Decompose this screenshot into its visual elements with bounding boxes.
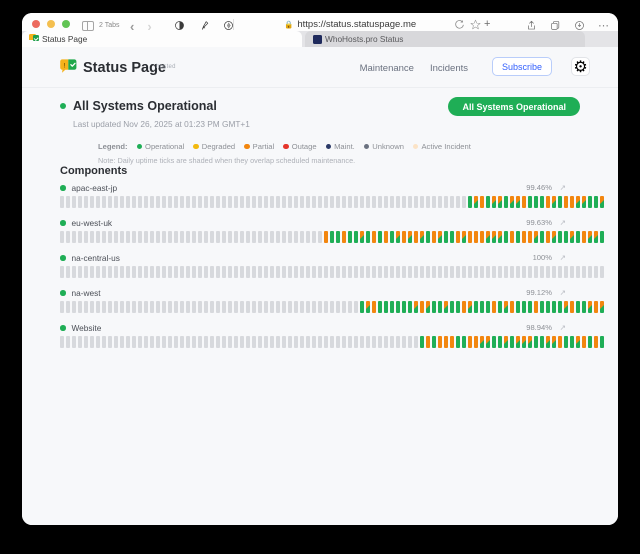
svg-text:!: ! xyxy=(63,62,65,69)
